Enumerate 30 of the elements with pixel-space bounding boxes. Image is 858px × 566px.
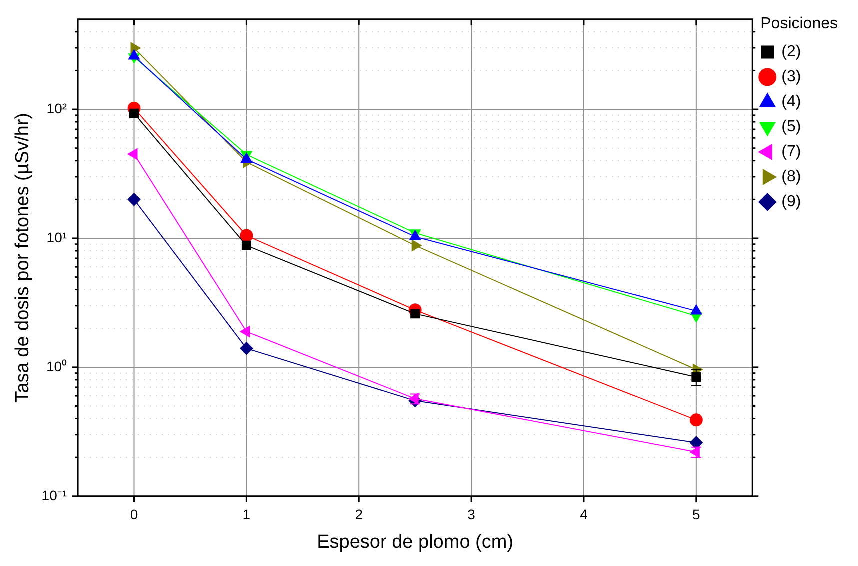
y-tick-label: 10² — [46, 100, 68, 116]
legend-label: (3) — [782, 68, 802, 86]
y-axis-title: Tasa de dosis por fotones (µSv/hr) — [12, 113, 34, 403]
legend-label: (5) — [782, 118, 802, 136]
y-tick-label: 10⁻¹ — [42, 487, 68, 504]
point — [130, 108, 139, 118]
point — [242, 240, 252, 250]
x-tick-label: 3 — [468, 506, 476, 523]
point — [690, 436, 703, 450]
x-tick-label: 5 — [692, 506, 701, 523]
point — [240, 342, 254, 356]
point — [412, 240, 422, 252]
legend-title: Posiciones — [760, 15, 838, 32]
x-tick-label: 0 — [130, 506, 138, 523]
x-axis-title: Espesor de plomo (cm) — [317, 532, 514, 553]
y-tick-label: 10¹ — [46, 229, 68, 246]
x-tick-label: 1 — [242, 506, 251, 523]
x-tick-label: 4 — [580, 506, 588, 523]
point — [128, 193, 141, 206]
x-tick-label: 2 — [355, 506, 364, 523]
legend-label: (4) — [782, 94, 802, 111]
legend-label: (7) — [782, 144, 802, 161]
point — [128, 50, 140, 60]
point — [690, 304, 702, 315]
y-tick-label: 10⁰ — [46, 358, 68, 374]
point — [240, 229, 254, 242]
legend-label: (9) — [782, 194, 802, 211]
point — [690, 414, 703, 427]
legend-label: (2) — [782, 44, 802, 61]
legend-label: (8) — [782, 168, 802, 186]
